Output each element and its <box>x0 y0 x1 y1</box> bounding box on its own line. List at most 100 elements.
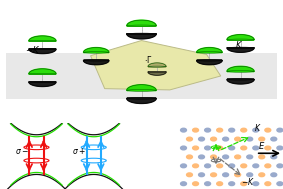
Text: $\sigma+$: $\sigma+$ <box>72 146 86 156</box>
Circle shape <box>211 155 216 159</box>
Polygon shape <box>127 34 156 39</box>
Circle shape <box>223 173 229 177</box>
Polygon shape <box>227 35 254 40</box>
Polygon shape <box>83 48 109 52</box>
Circle shape <box>193 182 198 186</box>
Circle shape <box>259 173 265 177</box>
Polygon shape <box>127 98 156 103</box>
Polygon shape <box>29 82 56 87</box>
Ellipse shape <box>197 52 222 53</box>
Ellipse shape <box>148 66 166 67</box>
Circle shape <box>265 182 271 186</box>
Circle shape <box>253 146 259 150</box>
Circle shape <box>235 173 241 177</box>
Ellipse shape <box>197 60 222 61</box>
Circle shape <box>265 164 271 168</box>
Circle shape <box>229 182 235 186</box>
Circle shape <box>205 164 211 168</box>
Polygon shape <box>91 40 221 90</box>
Circle shape <box>277 128 283 132</box>
Polygon shape <box>29 49 56 53</box>
Text: $-K$: $-K$ <box>25 44 40 55</box>
Circle shape <box>186 137 192 141</box>
Circle shape <box>259 137 265 141</box>
Circle shape <box>241 146 247 150</box>
Circle shape <box>241 182 247 186</box>
Circle shape <box>241 164 247 168</box>
Circle shape <box>229 146 235 150</box>
Circle shape <box>247 155 253 159</box>
Ellipse shape <box>29 81 56 83</box>
Circle shape <box>277 164 283 168</box>
Circle shape <box>205 146 211 150</box>
Circle shape <box>259 155 265 159</box>
Circle shape <box>235 155 241 159</box>
Circle shape <box>229 164 235 168</box>
Circle shape <box>205 182 211 186</box>
Ellipse shape <box>127 25 156 27</box>
Text: $\sigma-$: $\sigma-$ <box>15 147 29 156</box>
Circle shape <box>199 155 204 159</box>
Circle shape <box>217 128 223 132</box>
Ellipse shape <box>127 33 156 35</box>
Circle shape <box>253 128 259 132</box>
Polygon shape <box>127 85 156 90</box>
Ellipse shape <box>29 40 56 42</box>
Ellipse shape <box>227 39 254 40</box>
Text: $K$: $K$ <box>254 122 261 133</box>
Circle shape <box>186 173 192 177</box>
Polygon shape <box>148 63 166 67</box>
Circle shape <box>265 146 271 150</box>
Circle shape <box>181 182 186 186</box>
Circle shape <box>253 164 259 168</box>
Polygon shape <box>127 20 156 26</box>
Circle shape <box>181 146 186 150</box>
Circle shape <box>271 155 277 159</box>
Text: $-K$: $-K$ <box>241 176 255 187</box>
Circle shape <box>181 128 186 132</box>
Ellipse shape <box>83 52 109 53</box>
Circle shape <box>229 128 235 132</box>
Ellipse shape <box>148 71 166 72</box>
Circle shape <box>217 146 223 150</box>
Ellipse shape <box>127 98 156 99</box>
Circle shape <box>211 137 216 141</box>
Circle shape <box>265 128 271 132</box>
Circle shape <box>247 173 253 177</box>
Ellipse shape <box>227 79 254 80</box>
Circle shape <box>186 155 192 159</box>
Circle shape <box>223 137 229 141</box>
Polygon shape <box>197 48 222 52</box>
Circle shape <box>217 164 223 168</box>
Ellipse shape <box>29 48 56 50</box>
Circle shape <box>211 173 216 177</box>
Circle shape <box>199 137 204 141</box>
Polygon shape <box>227 79 254 84</box>
Circle shape <box>271 173 277 177</box>
Circle shape <box>199 173 204 177</box>
Circle shape <box>247 137 253 141</box>
Polygon shape <box>227 66 254 71</box>
Text: $\cdot\Gamma$: $\cdot\Gamma$ <box>144 54 153 65</box>
Polygon shape <box>227 48 254 52</box>
Circle shape <box>277 182 283 186</box>
Ellipse shape <box>29 73 56 75</box>
Circle shape <box>253 182 259 186</box>
Ellipse shape <box>127 90 156 91</box>
Ellipse shape <box>227 47 254 48</box>
Polygon shape <box>148 72 166 75</box>
Circle shape <box>241 128 247 132</box>
Circle shape <box>193 128 198 132</box>
Circle shape <box>271 137 277 141</box>
Circle shape <box>205 128 211 132</box>
Polygon shape <box>197 60 222 65</box>
Circle shape <box>223 155 229 159</box>
Ellipse shape <box>227 71 254 72</box>
Ellipse shape <box>83 60 109 61</box>
Polygon shape <box>29 36 56 41</box>
Circle shape <box>193 146 198 150</box>
Circle shape <box>193 164 198 168</box>
Circle shape <box>277 146 283 150</box>
Circle shape <box>217 182 223 186</box>
Circle shape <box>235 137 241 141</box>
